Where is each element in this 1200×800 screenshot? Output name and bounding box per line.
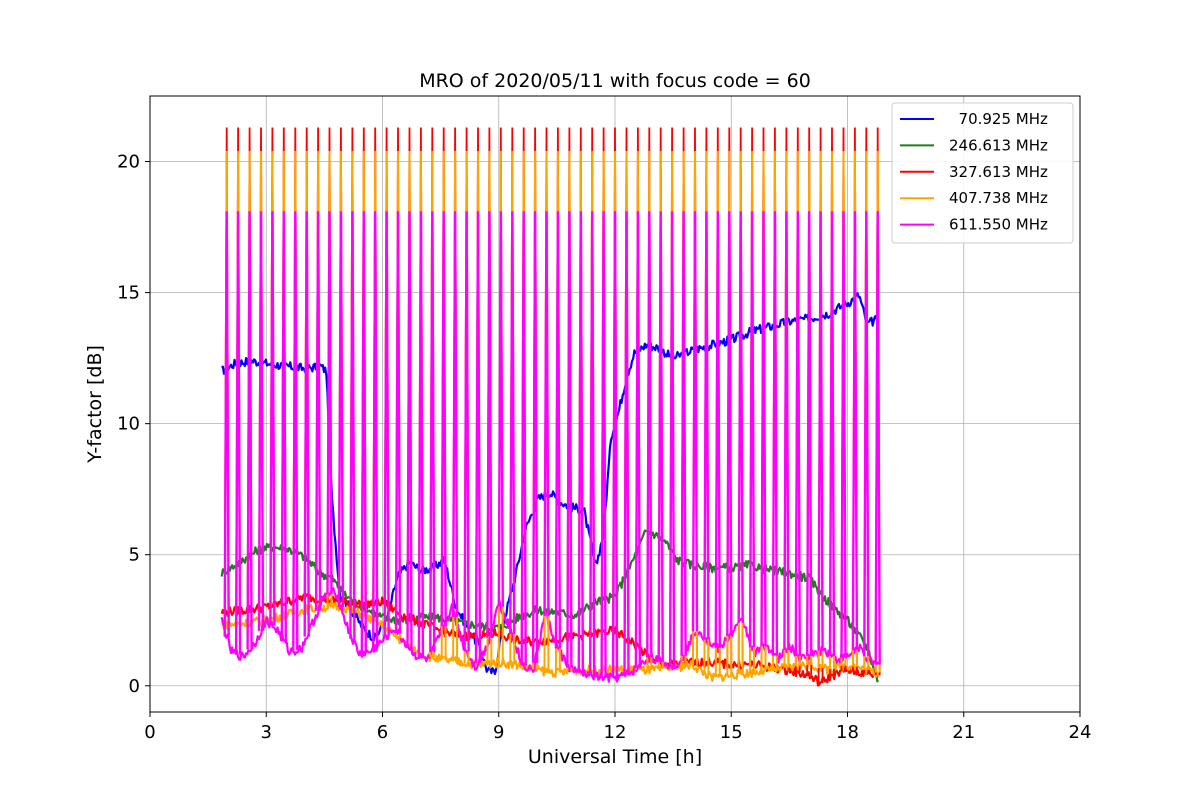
calibration-spike bbox=[383, 211, 390, 637]
calibration-spike bbox=[520, 211, 527, 666]
calibration-spike bbox=[600, 211, 607, 678]
calibration-spike bbox=[486, 211, 493, 638]
calibration-spike bbox=[303, 211, 310, 637]
x-axis-label: Universal Time [h] bbox=[528, 746, 702, 768]
x-tick-label: 21 bbox=[952, 722, 975, 743]
calibration-spike bbox=[634, 211, 642, 668]
legend-entry-label: 70.925 MHz bbox=[949, 110, 1048, 128]
calibration-spike bbox=[531, 211, 539, 663]
calibration-spike bbox=[817, 211, 824, 651]
calibration-spike bbox=[726, 211, 733, 637]
calibration-spike bbox=[292, 211, 299, 651]
calibration-spike bbox=[269, 211, 276, 626]
calibration-spike bbox=[337, 211, 345, 608]
calibration-spike bbox=[372, 211, 379, 648]
x-tick-label: 3 bbox=[261, 722, 272, 743]
x-tick-label: 24 bbox=[1069, 722, 1092, 743]
calibration-spike bbox=[589, 211, 596, 676]
calibration-spike bbox=[737, 211, 744, 623]
x-axis-ticks: 0 3 6 9 12 15 18 21 24 bbox=[144, 712, 1091, 743]
calibration-spike bbox=[874, 211, 881, 665]
legend-entry-label: 246.613 MHz bbox=[949, 136, 1048, 154]
calibration-spike bbox=[863, 211, 870, 657]
calibration-spike bbox=[611, 211, 619, 678]
calibration-spike bbox=[668, 211, 676, 668]
x-tick-label: 9 bbox=[493, 722, 504, 743]
calibration-spike bbox=[851, 211, 859, 651]
calibration-spike bbox=[577, 211, 584, 673]
x-tick-label: 12 bbox=[604, 722, 627, 743]
calibration-spike bbox=[440, 211, 447, 627]
calibration-spike bbox=[417, 211, 425, 658]
calibration-spike bbox=[429, 211, 436, 653]
calibration-spike bbox=[497, 211, 504, 607]
legend-entry-label: 327.613 MHz bbox=[949, 163, 1048, 181]
calibration-spike bbox=[451, 211, 459, 617]
calibration-spike bbox=[748, 211, 756, 648]
x-tick-label: 6 bbox=[377, 722, 388, 743]
x-tick-label: 15 bbox=[720, 722, 743, 743]
calibration-spike bbox=[280, 211, 287, 642]
y-tick-label: 15 bbox=[117, 283, 140, 304]
calibration-spike bbox=[806, 211, 813, 656]
calibration-spike bbox=[474, 211, 482, 663]
legend-box bbox=[891, 102, 1074, 244]
calibration-spike bbox=[646, 211, 653, 658]
calibration-spike bbox=[794, 211, 801, 656]
calibration-spike bbox=[326, 211, 333, 595]
calibration-spike bbox=[257, 211, 265, 631]
calibration-spike bbox=[543, 211, 550, 617]
legend: 70.925 MHz 246.613 MHz 327.613 MHz 407.738 … bbox=[891, 102, 1074, 244]
calibration-spike bbox=[394, 211, 402, 634]
x-tick-label: 18 bbox=[836, 722, 859, 743]
calibration-spike bbox=[828, 211, 836, 657]
y-tick-label: 0 bbox=[129, 676, 140, 697]
calibration-spike bbox=[554, 211, 562, 649]
calibration-spike bbox=[840, 211, 847, 658]
calibration-spike bbox=[691, 211, 699, 632]
calibration-spike bbox=[360, 211, 367, 654]
calibration-spike bbox=[703, 211, 710, 640]
y-tick-label: 10 bbox=[117, 414, 140, 435]
calibration-spike bbox=[680, 211, 687, 656]
chart-title: MRO of 2020/05/11 with focus code = 60 bbox=[419, 70, 811, 92]
calibration-spike bbox=[406, 211, 413, 649]
calibration-spike bbox=[349, 211, 356, 639]
legend-entry-label: 611.550 MHz bbox=[949, 216, 1048, 234]
calibration-spike bbox=[234, 211, 242, 655]
y-tick-label: 20 bbox=[117, 152, 140, 173]
calibration-spike bbox=[463, 211, 470, 652]
calibration-spike bbox=[714, 211, 721, 648]
y-tick-label: 5 bbox=[129, 545, 140, 566]
y-axis-label: Y-factor [dB] bbox=[84, 345, 106, 464]
calibration-spike bbox=[760, 211, 767, 647]
plot-area bbox=[220, 127, 881, 687]
calibration-spike bbox=[509, 211, 516, 635]
calibration-spike bbox=[623, 211, 630, 676]
calibration-spike bbox=[223, 211, 230, 637]
calibration-spike bbox=[246, 211, 253, 650]
calibration-spike bbox=[314, 211, 322, 611]
legend-entry-label: 407.738 MHz bbox=[949, 189, 1048, 207]
calibration-spike bbox=[771, 211, 779, 656]
calibration-spike bbox=[566, 211, 573, 668]
x-tick-label: 0 bbox=[144, 722, 155, 743]
y-axis-ticks: 0 5 10 15 20 bbox=[117, 152, 150, 697]
calibration-spike bbox=[783, 211, 790, 650]
calibration-spike bbox=[657, 211, 664, 662]
